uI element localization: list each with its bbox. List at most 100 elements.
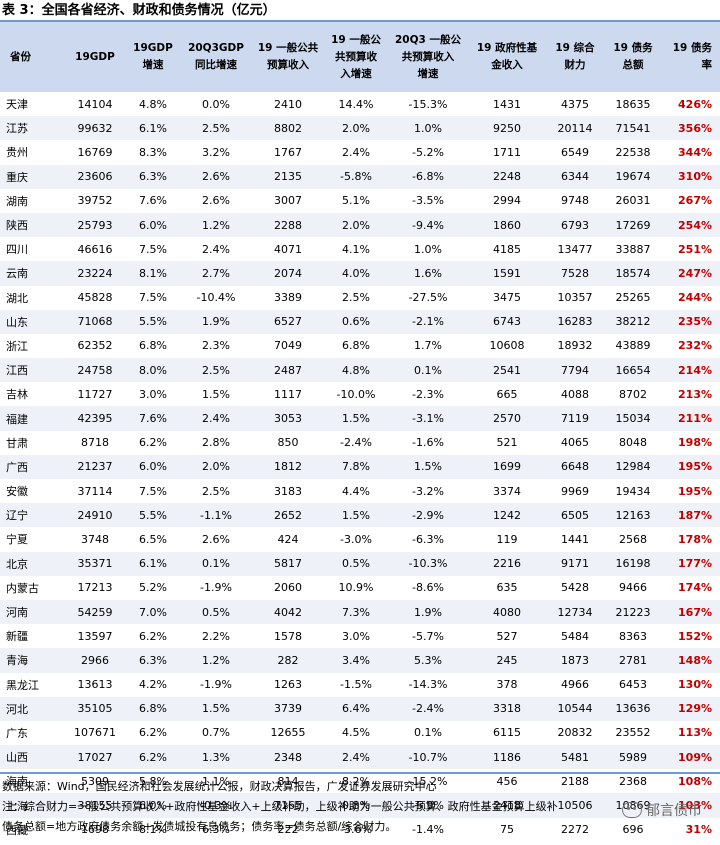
table-cell: 1578: [274, 629, 302, 643]
table-cell: 19674: [604, 164, 662, 189]
table-cell: 7.6%: [139, 194, 167, 208]
table-cell: 2541: [468, 358, 546, 383]
table-cell: 12734: [546, 599, 604, 625]
source-note: 数据来源：Wind，国民经济和社会发展统计公报，财政决算报告，广发证券发展研究中…: [2, 780, 437, 793]
table-cell: 6.8%: [342, 339, 370, 353]
table-cell: -5.9%: [388, 793, 468, 818]
table-cell: 1.7%: [414, 339, 442, 353]
table-cell: 2994: [493, 194, 521, 208]
table-cell: 71068: [64, 309, 126, 334]
table-cell: 456: [496, 774, 518, 788]
table-cell: 25265: [615, 291, 651, 305]
debt-ratio-cell: 344%: [678, 145, 712, 159]
header-cell: 19GDP: [64, 22, 126, 92]
province-cell: 重庆: [0, 164, 64, 189]
table-row: 海南 5309 5.8% 1.1% 814 8.2% -15.2% 456 2188 2368 10…: [0, 769, 720, 793]
table-row: 湖南 39752 7.6% 2.6% 3007 5.1% -3.5% 2994 9748 2603…: [0, 189, 720, 213]
debt-ratio-cell: 198%: [678, 436, 712, 450]
table-cell: 1.5%: [388, 454, 468, 479]
province-cell: 吉林: [6, 388, 28, 402]
table-cell: 2410: [274, 97, 302, 111]
table-cell: 4.4%: [342, 484, 370, 498]
table-cell: 35105: [64, 696, 126, 721]
table-cell: 8702: [619, 387, 647, 401]
table-cell: 16198: [604, 551, 662, 576]
table-cell: 1441: [561, 532, 589, 546]
table-cell: 16769: [77, 145, 113, 159]
table-cell: -5.7%: [412, 629, 444, 643]
table-cell: 5.3%: [388, 648, 468, 673]
table-cell: 6.0%: [126, 454, 180, 479]
table-cell: 2060: [274, 581, 302, 595]
province-cell: 江西: [0, 358, 64, 383]
table-cell: -6.8%: [388, 164, 468, 189]
table-cell: 12655: [270, 726, 306, 740]
table-cell: 7.0%: [126, 599, 180, 625]
header-cell: 19 一般公 共预算收 入增速: [324, 22, 388, 92]
province-cell: 宁夏: [6, 533, 28, 547]
debt-ratio-cell: 152%: [678, 629, 712, 643]
table-row: 北京 35371 6.1% 0.1% 5817 0.5% -10.3% 2216 9171 161…: [0, 551, 720, 576]
table-cell: 24910: [64, 503, 126, 528]
table-cell: 1.5%: [180, 696, 252, 721]
table-row: 山东 71068 5.5% 1.9% 6527 0.6% -2.1% 6743 16283 382…: [0, 309, 720, 334]
table-row: 甘肃 8718 6.2% 2.8% 850 -2.4% -1.6% 521 4065 8048 19…: [0, 431, 720, 455]
debt-ratio-cell: 356%: [662, 116, 720, 141]
table-cell: 2368: [619, 774, 647, 788]
header-cell: 20Q3 一般公 共预算收入 增速: [388, 22, 468, 92]
table-row: 重庆 23606 6.3% 2.6% 2135 -5.8% -6.8% 2248 6344 196…: [0, 164, 720, 189]
table-cell: -10.3%: [388, 551, 468, 576]
table-cell: 9748: [561, 194, 589, 208]
table-cell: 18574: [604, 261, 662, 286]
table-cell: 814: [277, 774, 299, 788]
top-rule: [0, 20, 720, 22]
table-row: 广东 107671 6.2% 0.7% 12655 4.5% 0.1% 6115 20832 23…: [0, 721, 720, 745]
debt-ratio-cell: 254%: [662, 212, 720, 238]
table-cell: 18932: [557, 339, 593, 353]
table-cell: 35371: [64, 551, 126, 576]
table-cell: 7049: [274, 339, 302, 353]
table-cell: 1860: [468, 212, 546, 238]
header-cell: 19 政府性基 金收入: [468, 22, 546, 92]
table-cell: 3053: [252, 406, 324, 431]
province-cell: 福建: [0, 406, 64, 431]
debt-ratio-cell: 310%: [662, 164, 720, 189]
table-cell: 20114: [546, 116, 604, 141]
table-cell: 2.5%: [180, 116, 252, 141]
table-cell: 3739: [252, 696, 324, 721]
table-cell: 378: [496, 678, 518, 692]
table-cell: 0.7%: [202, 726, 230, 740]
header-cell: 19GDP 增速: [126, 22, 180, 92]
table-cell: 38212: [604, 309, 662, 334]
table-cell: 10608: [489, 339, 525, 353]
province-cell: 黑龙江: [6, 678, 39, 692]
table-cell: 2.8%: [202, 436, 230, 450]
debt-ratio-cell: 177%: [662, 551, 720, 576]
table-cell: 54259: [64, 599, 126, 625]
table-cell: 7119: [546, 406, 604, 431]
table-row: 安徽 37114 7.5% 2.5% 3183 4.4% -3.2% 3374 9969 1943…: [0, 479, 720, 503]
table-cell: 13613: [77, 678, 113, 692]
table-cell: 1263: [274, 678, 302, 692]
table-cell: 5309: [81, 774, 109, 788]
table-cell: 13597: [77, 629, 113, 643]
table-cell: 2487: [252, 358, 324, 383]
table-cell: 2570: [468, 406, 546, 431]
table-cell: -3.5%: [412, 194, 444, 208]
table-cell: 6.8%: [139, 339, 167, 353]
table-cell: 7.3%: [324, 599, 388, 625]
table-row: 贵州 16769 8.3% 3.2% 1767 2.4% -5.2% 1711 6549 2253…: [0, 140, 720, 164]
province-cell: 广西: [0, 454, 64, 479]
table-cell: 8.3%: [139, 145, 167, 159]
debt-ratio-cell: 129%: [662, 696, 720, 721]
province-cell: 天津: [6, 98, 28, 112]
debt-ratio-cell: 31%: [685, 823, 712, 837]
province-cell: 北京: [0, 551, 64, 576]
table-cell: -8.6%: [412, 581, 444, 595]
watermark: 郁言债市: [622, 800, 702, 820]
table-cell: 5.5%: [126, 309, 180, 334]
table-cell: 2568: [619, 532, 647, 546]
table-cell: -1.5%: [340, 678, 372, 692]
table-cell: -2.9%: [388, 503, 468, 528]
table-cell: 2652: [252, 503, 324, 528]
